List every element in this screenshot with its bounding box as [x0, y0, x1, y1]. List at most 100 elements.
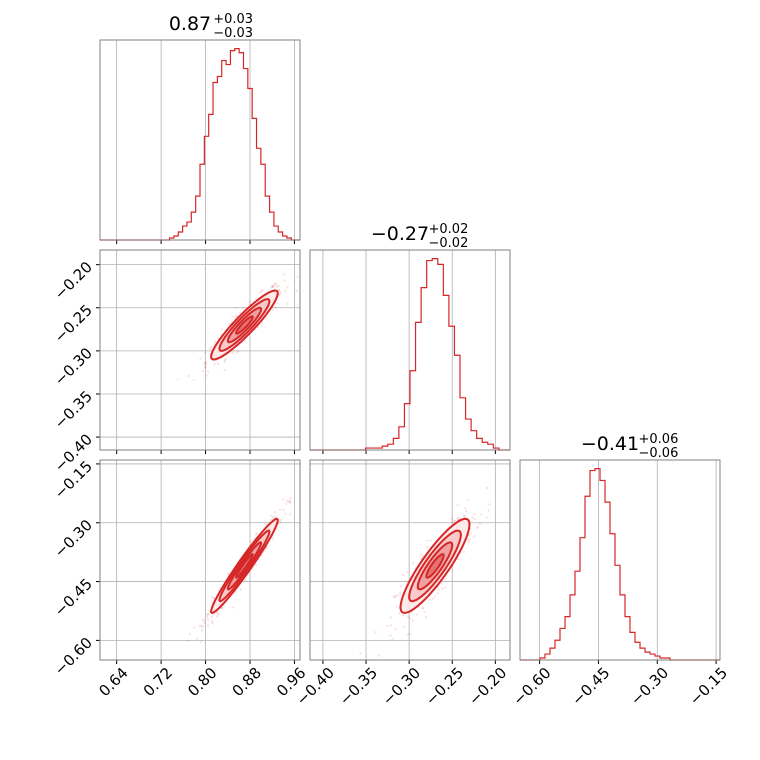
- scatter-point: [216, 612, 218, 614]
- scatter-point: [423, 611, 425, 613]
- scatter-point: [272, 309, 274, 311]
- scatter-point: [282, 273, 284, 275]
- scatter-point: [467, 541, 469, 543]
- axes-frame: [520, 460, 720, 660]
- scatter-point: [221, 328, 223, 330]
- axes-frame: [310, 250, 510, 450]
- scatter-point: [231, 316, 233, 318]
- scatter-point: [274, 283, 276, 285]
- scatter-point: [232, 606, 234, 608]
- scatter-point: [432, 598, 434, 600]
- x-tick-label: −0.25: [422, 664, 467, 709]
- scatter-point: [207, 619, 209, 621]
- scatter-point: [232, 351, 234, 353]
- scatter-point: [407, 616, 409, 618]
- y-tick-label: −0.45: [51, 575, 96, 620]
- scatter-point: [285, 502, 287, 504]
- x-tick-label: 0.88: [229, 664, 265, 700]
- scatter-point: [193, 626, 195, 628]
- title-plus: +0.02: [429, 222, 469, 237]
- scatter-point: [276, 302, 278, 304]
- axes-frame: [100, 460, 300, 660]
- scatter-point: [402, 614, 404, 616]
- scatter-point: [471, 517, 473, 519]
- scatter-point: [463, 515, 465, 517]
- scatter-point: [473, 535, 475, 537]
- scatter-point: [265, 523, 267, 525]
- title-minus: −0.03: [213, 26, 253, 41]
- scatter-point: [201, 629, 203, 631]
- scatter-point: [279, 293, 281, 295]
- scatter-point: [402, 574, 404, 576]
- histogram-0: [100, 49, 300, 240]
- title-minus: −0.02: [429, 236, 469, 251]
- scatter-point: [216, 615, 218, 617]
- scatter-point: [412, 562, 414, 564]
- y-tick-label: −0.20: [51, 258, 96, 303]
- scatter-point: [203, 622, 205, 624]
- scatter-point: [409, 617, 411, 619]
- scatter-point: [202, 370, 204, 372]
- scatter-point: [270, 286, 272, 288]
- scatter-point: [234, 591, 236, 593]
- scatter-point: [261, 323, 263, 325]
- scatter-point: [473, 513, 475, 515]
- scatter-point: [207, 370, 209, 372]
- scatter-point: [416, 613, 418, 615]
- scatter-point: [296, 275, 298, 277]
- scatter-point: [223, 361, 225, 363]
- scatter-point: [403, 626, 405, 628]
- scatter-point: [434, 596, 436, 598]
- scatter-point: [488, 509, 490, 511]
- scatter-point: [456, 504, 458, 506]
- scatter-point: [248, 301, 250, 303]
- scatter-point: [279, 509, 281, 511]
- scatter-point: [282, 498, 284, 500]
- scatter-point: [210, 616, 212, 618]
- hist-panel-0: 0.87 +0.03−0.03: [100, 12, 300, 244]
- scatter-point: [192, 379, 194, 381]
- scatter-point: [240, 588, 242, 590]
- scatter-point: [200, 641, 202, 643]
- scatter-point: [225, 358, 227, 360]
- scatter-point: [488, 503, 490, 505]
- scatter-point: [421, 607, 423, 609]
- scatter-point: [217, 363, 219, 365]
- x-tick-label: 0.64: [95, 664, 131, 700]
- scatter-point: [204, 352, 206, 354]
- scatter-point: [389, 616, 391, 618]
- scatter-point: [389, 634, 391, 636]
- scatter-point: [289, 497, 291, 499]
- scatter-point: [396, 594, 398, 596]
- scatter-point: [214, 341, 216, 343]
- scatter-point: [438, 589, 440, 591]
- scatter-point: [284, 513, 286, 515]
- scatter-point: [412, 619, 414, 621]
- title-minus: −0.06: [639, 446, 679, 461]
- scatter-point: [399, 594, 401, 596]
- scatter-panel-0-1: −0.40−0.35−0.30−0.25−0.20: [51, 250, 300, 476]
- hist-panel-1: −0.27 +0.02−0.02: [310, 222, 510, 454]
- scatter-point: [441, 588, 443, 590]
- scatter-point: [261, 289, 263, 291]
- scatter-point: [444, 586, 446, 588]
- scatter-point: [236, 351, 238, 353]
- title-plus: +0.03: [213, 12, 253, 27]
- scatter-point: [274, 516, 276, 518]
- x-tick-label: −0.15: [686, 664, 731, 709]
- scatter-point: [464, 507, 466, 509]
- scatter-point: [289, 513, 291, 515]
- scatter-point: [286, 500, 288, 502]
- scatter-point: [284, 290, 286, 292]
- scatter-point: [399, 592, 401, 594]
- scatter-point: [465, 510, 467, 512]
- scatter-point: [420, 553, 422, 555]
- scatter-point: [390, 624, 392, 626]
- scatter-point: [205, 374, 207, 376]
- scatter-point: [474, 518, 476, 520]
- x-tick-label: −0.60: [509, 664, 554, 709]
- scatter-point: [282, 509, 284, 511]
- scatter-point: [400, 585, 402, 587]
- scatter-point: [274, 511, 276, 513]
